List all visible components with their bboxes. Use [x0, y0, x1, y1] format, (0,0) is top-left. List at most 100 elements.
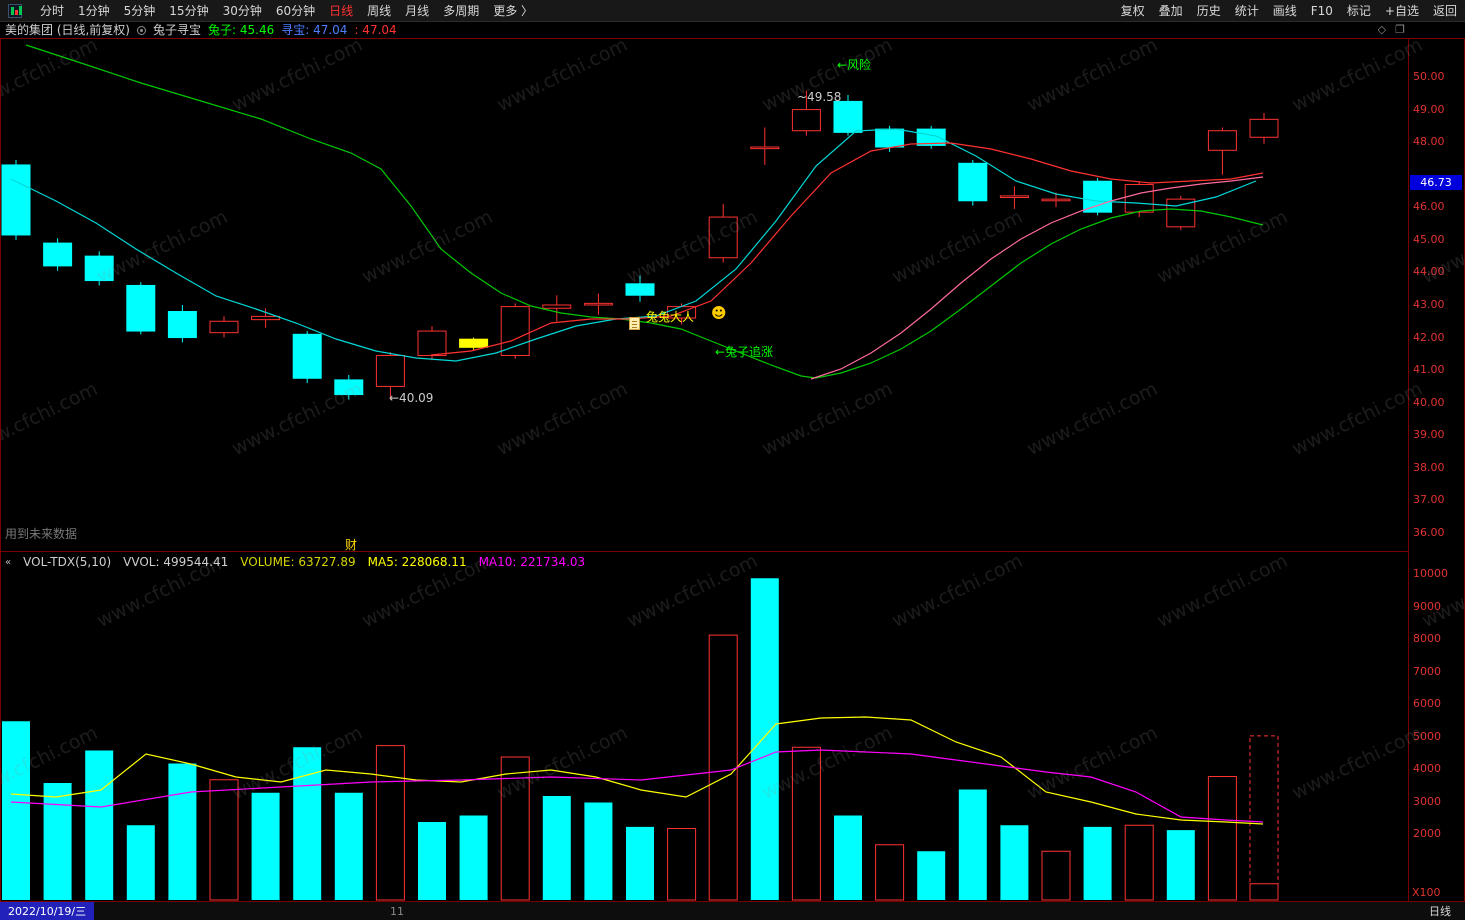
- menu-item-period-1[interactable]: 1分钟: [78, 4, 110, 18]
- volume-bar: [542, 796, 571, 900]
- volume-bar: [791, 746, 821, 901]
- collapse-indicator-icon[interactable]: «: [5, 556, 12, 568]
- volume-bar: [1000, 825, 1029, 900]
- volume-axis-label: 3000: [1413, 794, 1441, 808]
- candle-body: [126, 284, 156, 332]
- menu-item-period-10[interactable]: 更多 〉: [493, 4, 534, 18]
- diamond-icon[interactable]: ◇: [1377, 23, 1387, 36]
- volume-bar: [418, 822, 446, 900]
- volume-bar: [2, 721, 30, 900]
- candle-body: [1124, 183, 1154, 213]
- volume-axis-label: 8000: [1413, 632, 1441, 645]
- date-indicator: 2022/10/19/三: [0, 902, 95, 920]
- menu-item-tool-6[interactable]: 标记: [1346, 4, 1371, 18]
- candle-body: [459, 338, 489, 348]
- volume-bar: [750, 578, 779, 900]
- volume-pane[interactable]: « VOL-TDX(5,10) VVOL: 499544.41 VOLUME: …: [1, 551, 1409, 903]
- candle-body: [875, 128, 905, 148]
- title-bar: 美的集团 (日线,前复权) 兔子寻宝 兔子: 45.46 寻宝: 47.04 :…: [0, 22, 1465, 38]
- candlestick-canvas: [1, 44, 1279, 400]
- chart-annotation: 兔兔大人: [646, 310, 695, 324]
- vol-ma10-value: MA10: 221734.03: [478, 555, 586, 569]
- price-axis-label: 50.00: [1413, 70, 1445, 83]
- volume-bar: [500, 756, 530, 901]
- price-axis-label: 37.00: [1413, 493, 1445, 507]
- line-vol-ma5: [10, 716, 1264, 825]
- indicator-radio-icon[interactable]: [137, 25, 146, 35]
- volume-bar: [1083, 826, 1112, 900]
- candle-body: [292, 333, 322, 379]
- price-axis-panel: 46.73 X100 50.00 49.00 48.00 46.00 45.00 44.0…: [1408, 39, 1464, 901]
- price-axis-label: 49.00: [1413, 102, 1445, 116]
- candle-body: [999, 195, 1029, 199]
- menu-item-period-5[interactable]: 60分钟: [275, 4, 316, 18]
- menu-item-tool-4[interactable]: 画线: [1272, 4, 1297, 18]
- volume-bar: [1166, 830, 1195, 900]
- price-axis-label: 39.00: [1413, 428, 1445, 442]
- menu-item-tool-1[interactable]: 叠加: [1158, 4, 1183, 18]
- volume-bar: [1207, 776, 1237, 901]
- chart-annotation: ☻: [711, 304, 727, 322]
- menu-item-period-8[interactable]: 月线: [405, 4, 430, 18]
- menu-item-period-3[interactable]: 15分钟: [169, 4, 209, 18]
- candle-body: [1249, 118, 1279, 138]
- price-axis-label: 44.00: [1413, 265, 1445, 279]
- menu-item-tool-7[interactable]: +自选: [1384, 4, 1419, 18]
- candle-body: [625, 283, 655, 296]
- future-data-note: 用到未来数据: [5, 527, 78, 541]
- vol-ma5-value: MA5: 228068.11: [367, 555, 467, 569]
- top-menu-bar: 分时 1分钟 5分钟 15分钟 30分钟 60分钟 日线 周线 月线 多周期 更多 〉 复权 叠加 历史…: [0, 0, 1465, 22]
- volume-unit-label: X100: [1412, 886, 1441, 899]
- app-icon: [8, 3, 22, 18]
- volume-bar: [85, 750, 114, 900]
- tool-menu: 复权 叠加 历史 统计 画线 F10 标记 +自选 返回: [1121, 2, 1457, 19]
- volume-bar: [126, 825, 155, 900]
- volume-indicator-header: « VOL-TDX(5,10) VVOL: 499544.41 VOLUME: …: [5, 555, 585, 569]
- volume-axis-label: 2000: [1413, 827, 1441, 840]
- price-axis-label: 36.00: [1413, 525, 1445, 539]
- candle-body: [833, 100, 863, 133]
- xunbao-value: 寻宝: 47.04: [281, 23, 348, 37]
- candle-body: [43, 242, 73, 267]
- volume-axis-label: 7000: [1413, 664, 1441, 678]
- candle-body: [542, 304, 572, 309]
- menu-item-period-2[interactable]: 5分钟: [123, 4, 156, 18]
- window-layout-icon[interactable]: ❐: [1395, 23, 1405, 36]
- menu-item-tool-2[interactable]: 历史: [1196, 4, 1221, 18]
- chart-annotation: ←40.09: [389, 391, 434, 405]
- menu-item-period-4[interactable]: 30分钟: [222, 4, 262, 18]
- menu-item-period-7[interactable]: 周线: [367, 4, 392, 18]
- volume-axis-label: 10000: [1413, 567, 1448, 580]
- indicator-name[interactable]: 兔子寻宝: [153, 23, 202, 37]
- volume-bar: [459, 815, 488, 900]
- stock-title: 美的集团 (日线,前复权): [5, 23, 130, 37]
- price-axis-label: 42.00: [1413, 330, 1445, 344]
- volume-axis-label: 6000: [1413, 697, 1441, 710]
- menu-item-period-0[interactable]: 分时: [40, 4, 65, 18]
- volume-bar: [293, 747, 322, 900]
- price-axis-label: 45.00: [1413, 232, 1445, 246]
- candle-body: [750, 146, 780, 150]
- volume-bar: [626, 826, 654, 900]
- volume-bar: [375, 745, 405, 901]
- volume-bar: [251, 792, 280, 900]
- cai-marker: 财: [345, 538, 358, 552]
- volume-axis-label: 4000: [1413, 762, 1441, 775]
- volume-bar: [875, 844, 905, 901]
- menu-item-tool-3[interactable]: 统计: [1234, 4, 1259, 18]
- period-button[interactable]: 日线: [1429, 905, 1451, 918]
- period-menu: 分时 1分钟 5分钟 15分钟 30分钟 60分钟 日线 周线 月线 多周期 更多 〉: [40, 2, 533, 19]
- status-bar: 2022/10/19/三 11 日线: [0, 902, 1465, 920]
- main-price-chart[interactable]: 用到未来数据 财 ←风险 ~49.58 ←40.09 兔兔大人 ☻ ←兔子追涨: [1, 39, 1409, 552]
- menu-item-tool-8[interactable]: 返回: [1432, 4, 1457, 18]
- menu-item-tool-0[interactable]: 复权: [1120, 4, 1145, 18]
- candle-body: [334, 379, 364, 396]
- candle-body: [1083, 180, 1113, 213]
- menu-item-period-9[interactable]: 多周期: [443, 4, 480, 18]
- menu-item-period-6[interactable]: 日线: [329, 4, 354, 18]
- candle-body: [84, 255, 114, 282]
- volume-bar: [334, 792, 363, 900]
- candle-body: [375, 354, 405, 387]
- menu-item-tool-5[interactable]: F10: [1310, 3, 1333, 18]
